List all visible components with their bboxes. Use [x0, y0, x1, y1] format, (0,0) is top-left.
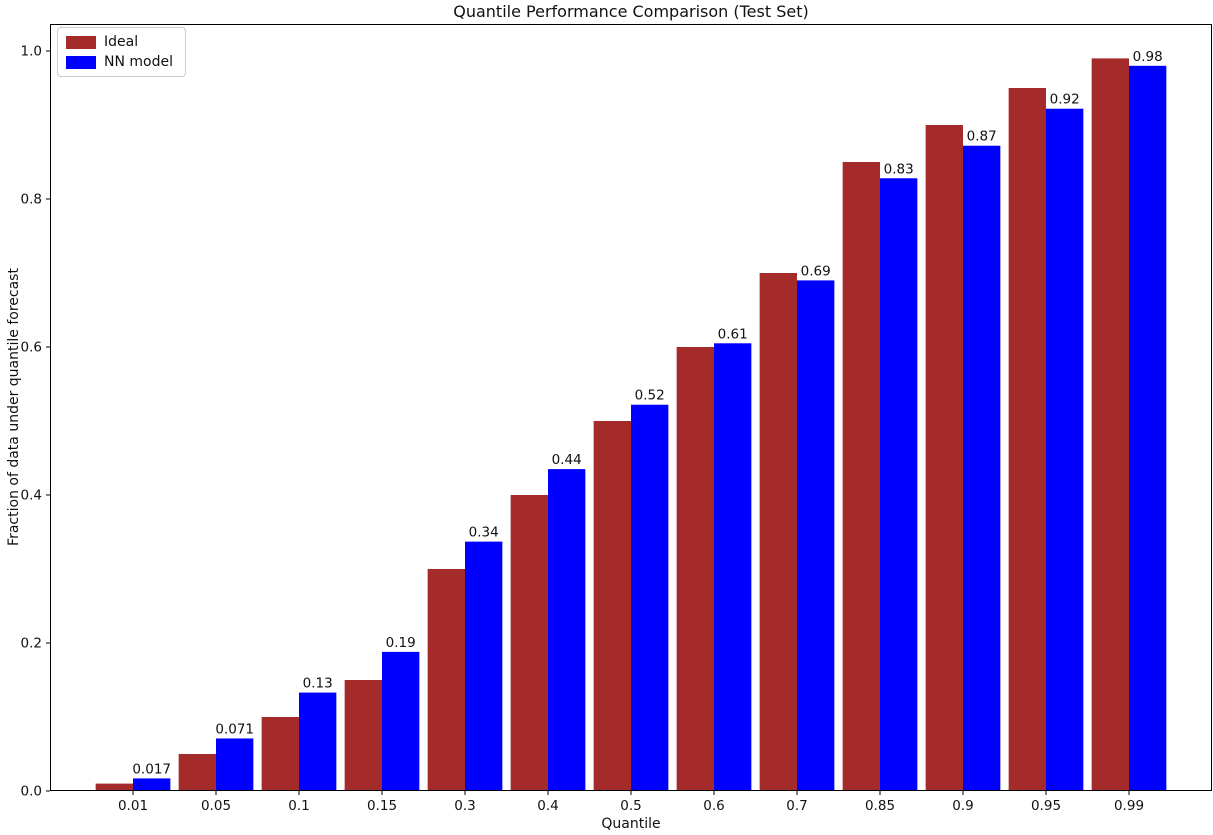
legend-label-nn-model: NN model — [104, 54, 173, 70]
x-tick-label: 0.1 — [288, 798, 309, 814]
bar-ideal — [593, 421, 631, 791]
chart-title: Quantile Performance Comparison (Test Se… — [453, 2, 809, 21]
bar-value-label: 0.19 — [386, 635, 416, 651]
bar-value-label: 0.87 — [967, 129, 997, 145]
bar-nn-model — [548, 469, 586, 791]
x-tick-label: 0.5 — [620, 798, 641, 814]
x-tick-label: 0.4 — [537, 798, 558, 814]
bar-value-label: 0.071 — [215, 721, 254, 737]
x-tick-label: 0.01 — [118, 798, 148, 814]
bar-value-label: 0.83 — [884, 161, 914, 177]
y-axis-label: Fraction of data under quantile forecast — [6, 268, 22, 546]
bar-value-label: 0.34 — [469, 525, 499, 541]
legend-item-nn-model: NN model — [66, 55, 173, 69]
bar-ideal — [759, 273, 797, 791]
x-tick-label: 0.05 — [201, 798, 231, 814]
bar-nn-model — [133, 778, 171, 791]
x-tick-label: 0.9 — [952, 798, 973, 814]
x-tick-label: 0.15 — [367, 798, 397, 814]
bar-ideal — [1008, 88, 1046, 791]
bar-value-label: 0.44 — [552, 452, 582, 468]
bar-value-label: 0.61 — [718, 326, 748, 342]
legend-label-ideal: Ideal — [104, 34, 139, 50]
legend-item-ideal: Ideal — [66, 35, 173, 49]
bar-nn-model — [1129, 65, 1167, 792]
plot-border — [50, 24, 1212, 791]
x-axis-label: Quantile — [601, 816, 661, 832]
x-tick-label: 0.85 — [865, 798, 895, 814]
bar-nn-model — [714, 343, 752, 791]
y-tick-label: 1.0 — [21, 44, 42, 60]
bar-nn-model — [299, 692, 337, 791]
bar-ideal — [510, 495, 548, 791]
y-tick-label: 0.6 — [21, 340, 42, 356]
bar-ideal — [925, 125, 963, 791]
bar-nn-model — [963, 145, 1001, 792]
legend: Ideal NN model — [57, 27, 186, 77]
legend-swatch-nn-model — [66, 55, 96, 69]
y-tick-label: 0.2 — [21, 636, 42, 652]
x-tick-label: 0.7 — [786, 798, 807, 814]
bar-value-label: 0.69 — [801, 263, 831, 279]
bar-nn-model — [631, 404, 669, 791]
bar-nn-model — [1046, 108, 1084, 792]
bar-ideal — [95, 783, 133, 791]
bar-ideal — [1091, 58, 1129, 791]
x-tick-label: 0.99 — [1114, 798, 1144, 814]
bar-value-label: 0.98 — [1133, 49, 1163, 65]
y-tick-label: 0.4 — [21, 488, 42, 504]
bar-value-label: 0.52 — [635, 388, 665, 404]
x-tick-label: 0.6 — [703, 798, 724, 814]
x-tick-label: 0.3 — [454, 798, 475, 814]
bar-value-label: 0.92 — [1050, 92, 1080, 108]
bar-nn-model — [465, 541, 503, 791]
y-tick-label: 0.0 — [21, 784, 42, 800]
bar-nn-model — [880, 178, 918, 791]
y-tick-label: 0.8 — [21, 192, 42, 208]
bar-ideal — [261, 717, 299, 791]
bar-nn-model — [382, 651, 420, 791]
bar-value-label: 0.13 — [303, 676, 333, 692]
bar-ideal — [178, 754, 216, 791]
bar-value-label: 0.017 — [132, 761, 171, 777]
bar-nn-model — [216, 738, 254, 791]
legend-swatch-ideal — [66, 35, 96, 49]
bar-ideal — [344, 680, 382, 791]
bar-ideal — [676, 347, 714, 791]
bar-nn-model — [797, 280, 835, 791]
bar-ideal — [427, 569, 465, 791]
bar-ideal — [842, 162, 880, 791]
x-tick-label: 0.95 — [1031, 798, 1061, 814]
